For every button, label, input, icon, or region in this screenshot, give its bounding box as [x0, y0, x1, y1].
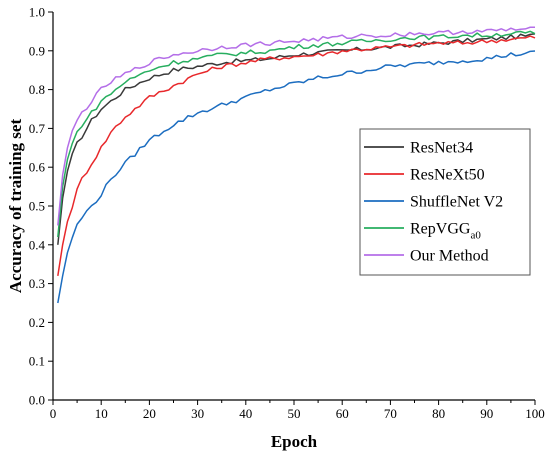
y-tick-label: 0.2: [29, 315, 45, 330]
series-line-shufflenet-v2: [57, 50, 536, 304]
x-axis-title: Epoch: [271, 432, 318, 451]
y-tick-label: 0.6: [29, 160, 46, 175]
series-line-repvgga0: [57, 30, 536, 238]
y-tick-label: 0.8: [29, 82, 45, 97]
x-tick-label: 100: [525, 406, 545, 421]
x-tick-label: 0: [50, 406, 57, 421]
y-tick-label: 0.0: [29, 393, 45, 408]
x-tick-label: 20: [143, 406, 156, 421]
legend-box: [359, 128, 531, 276]
series-line-resnext50: [57, 35, 536, 276]
x-tick-label: 60: [336, 406, 349, 421]
legend-label: ShuffleNet V2: [410, 194, 503, 211]
y-tick-label: 0.7: [29, 121, 46, 136]
y-tick-label: 0.1: [29, 354, 45, 369]
legend: ResNet34 ResNeXt50 ShuffleNet V2 RepVGGa0 Ou…: [359, 128, 531, 276]
y-tick-label: 1.0: [29, 5, 45, 20]
series-line-our-method: [57, 26, 536, 226]
y-axis-title: Accuracy of training set: [6, 119, 25, 294]
x-tick-label: 40: [239, 406, 252, 421]
y-tick-label: 0.4: [29, 237, 46, 252]
x-tick-label: 50: [288, 406, 301, 421]
x-tick-label: 70: [384, 406, 397, 421]
legend-label: ResNeXt50: [410, 167, 485, 184]
x-axis: 0 10 20 30 40 50 60 70 80 90 100: [50, 399, 545, 421]
x-tick-label: 30: [191, 406, 204, 421]
y-tick-label: 0.3: [29, 276, 45, 291]
series-layer: [57, 26, 536, 304]
x-tick-label: 90: [480, 406, 493, 421]
y-tick-label: 0.9: [29, 43, 45, 58]
y-tick-label: 0.5: [29, 199, 45, 214]
legend-label: RepVGGa0: [410, 221, 481, 242]
y-axis: 0.0 0.1 0.2 0.3 0.4 0.5 0.6 0.7 0.8 0.9 1.0: [29, 5, 54, 408]
x-tick-label: 10: [95, 406, 108, 421]
legend-label: Our Method: [410, 248, 489, 265]
x-tick-label: 80: [432, 406, 445, 421]
legend-label: ResNet34: [410, 140, 473, 157]
